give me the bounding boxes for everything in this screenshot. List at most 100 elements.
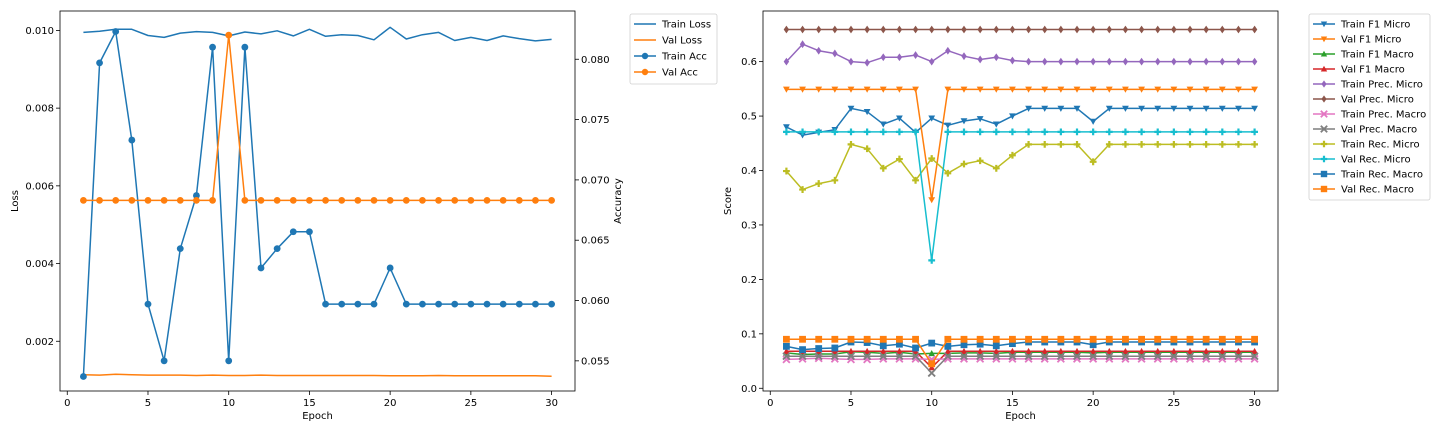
data-point — [1122, 347, 1129, 354]
data-point — [1170, 105, 1178, 112]
legend-label: Train F1 Micro — [1340, 20, 1410, 31]
y2-tick-label: 0.055 — [581, 356, 610, 367]
data-point — [1041, 57, 1048, 66]
data-point — [960, 118, 968, 125]
data-point — [815, 86, 823, 93]
data-point — [1235, 86, 1242, 93]
score-chart: 0 5 10 15 20 25 30 Epoch 0.0 0.1 0.2 0.3 0.4 0.5 0.6 Sc… — [723, 10, 1431, 422]
data-point — [1170, 347, 1178, 354]
data-point — [976, 352, 985, 361]
data-point — [880, 53, 886, 62]
data-point — [976, 347, 984, 354]
y-tick-label: 0.3 — [741, 220, 757, 231]
data-point — [992, 347, 1000, 354]
data-point — [799, 186, 806, 193]
data-point — [1074, 25, 1080, 34]
x-tick-label: 20 — [1087, 398, 1100, 409]
data-point — [1009, 151, 1016, 159]
data-point — [960, 160, 968, 168]
data-point — [1009, 335, 1016, 343]
data-point — [945, 25, 951, 34]
data-point — [944, 169, 952, 177]
data-point — [1009, 347, 1016, 354]
data-point — [1089, 86, 1097, 93]
data-point — [944, 128, 952, 136]
data-point — [435, 300, 442, 308]
y-tick-label: 0.0 — [741, 384, 757, 395]
data-point — [160, 357, 168, 365]
data-point — [1090, 25, 1096, 34]
data-point — [977, 55, 983, 64]
x-tick-label: 30 — [545, 398, 558, 409]
data-point — [483, 196, 491, 204]
data-point — [1154, 105, 1162, 112]
data-point — [1122, 57, 1129, 66]
data-point — [961, 52, 967, 61]
data-point — [1186, 105, 1194, 112]
data-point — [193, 196, 200, 204]
data-point — [1218, 335, 1226, 343]
data-point — [944, 122, 952, 129]
y-tick-label: 0.006 — [25, 181, 54, 192]
y-tick-label: 0.010 — [25, 26, 54, 37]
data-point — [1106, 57, 1113, 66]
data-point — [1089, 352, 1098, 361]
data-point — [879, 86, 887, 93]
legend-marker — [1320, 170, 1328, 178]
data-point — [783, 335, 790, 343]
legend-label: Val Acc — [662, 68, 698, 79]
data-point — [1251, 105, 1258, 112]
data-point — [144, 300, 152, 308]
data-point — [1202, 140, 1210, 148]
data-point — [815, 345, 823, 352]
data-point — [960, 128, 968, 136]
data-point — [928, 25, 935, 34]
legend-marker — [1320, 36, 1328, 43]
data-point — [1073, 335, 1081, 343]
data-point — [1187, 57, 1193, 66]
legend-label: Val Rec. Micro — [1341, 155, 1411, 166]
legend-marker — [1321, 80, 1327, 88]
legend-marker — [1320, 21, 1328, 28]
data-point — [1251, 57, 1258, 66]
data-point — [896, 53, 903, 62]
series-line — [786, 88, 1255, 201]
data-point — [1202, 86, 1210, 93]
y2-tick-label: 0.080 — [581, 55, 610, 66]
data-point — [1218, 86, 1226, 93]
data-point — [928, 197, 936, 204]
data-point — [976, 128, 984, 136]
data-point — [1122, 25, 1129, 34]
data-point — [1089, 118, 1097, 125]
data-point — [1041, 25, 1048, 34]
data-point — [1025, 86, 1032, 93]
x-tick-label: 5 — [145, 398, 151, 409]
data-point — [1235, 105, 1242, 112]
data-point — [225, 357, 233, 365]
data-point — [960, 86, 968, 93]
legend-marker — [1320, 185, 1328, 193]
x-tick-label: 25 — [465, 398, 478, 409]
data-point — [992, 342, 1000, 350]
data-point — [1235, 128, 1242, 136]
data-point — [338, 300, 346, 308]
data-point — [1057, 105, 1065, 112]
data-point — [815, 128, 823, 136]
data-point — [831, 176, 839, 184]
data-point — [927, 368, 936, 378]
data-point — [1218, 140, 1226, 148]
data-point — [864, 58, 870, 67]
data-point — [322, 196, 329, 204]
data-point — [896, 86, 903, 93]
data-point — [241, 196, 249, 204]
data-point — [1235, 140, 1242, 148]
data-point — [354, 300, 362, 308]
data-point — [1025, 128, 1032, 136]
data-point — [1170, 140, 1178, 148]
data-point — [1138, 105, 1145, 112]
data-point — [912, 176, 919, 184]
data-point — [1218, 352, 1227, 361]
data-point — [830, 352, 839, 361]
x-tick-label: 25 — [1168, 398, 1181, 409]
